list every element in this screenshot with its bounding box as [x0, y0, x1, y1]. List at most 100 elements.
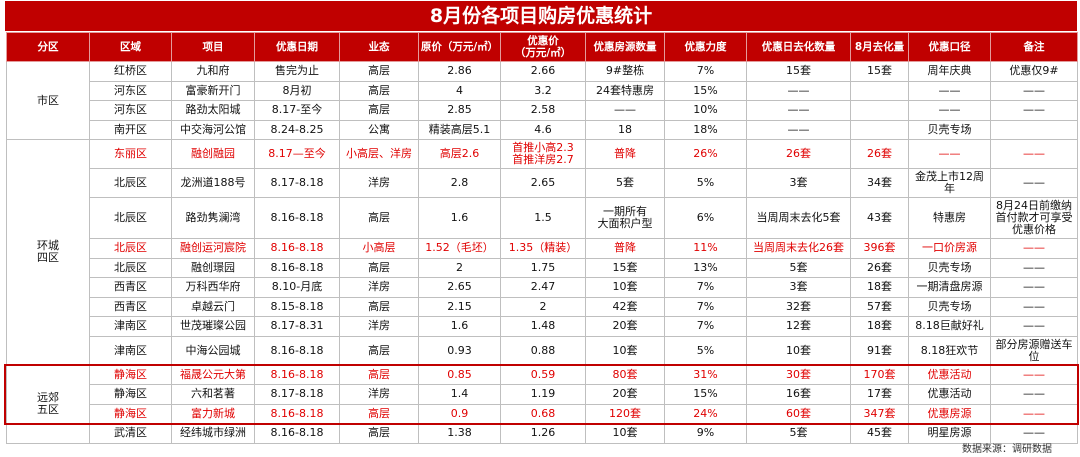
cell-discount-price: 1.19 — [500, 384, 586, 405]
cell-date: 8.17-8.18 — [254, 168, 340, 198]
cell-project: 九和府 — [171, 61, 255, 82]
cell-date: 8.16-8.18 — [254, 238, 340, 259]
cell-discount-rate: 7% — [664, 277, 747, 298]
cell-type: 洋房 — [339, 277, 419, 298]
cell-discount-rate: 24% — [664, 403, 747, 424]
cell-daily-sales: 30套 — [746, 364, 851, 385]
cell-discount-rate: 26% — [664, 139, 747, 169]
cell-district: 北辰区 — [89, 197, 172, 239]
cell-project: 中海公园城 — [171, 335, 255, 366]
cell-discount-scope: 8.18狂欢节 — [908, 335, 991, 366]
cell-original-price: 1.52（毛坯） — [418, 238, 501, 259]
cell-date: 8.16-8.18 — [254, 335, 340, 366]
cell-type: 小高层 — [339, 238, 419, 259]
cell-project: 融创运河宸院 — [171, 238, 255, 259]
zone-cell: 环城 四区 — [6, 139, 90, 366]
cell-august-sales: 170套 — [850, 364, 909, 385]
cell-discount-price: 1.26 — [500, 423, 586, 444]
cell-discount-rate: 15% — [664, 80, 747, 101]
cell-discount-rate: 6% — [664, 197, 747, 239]
cell-discount-price: 1.5 — [500, 197, 586, 239]
header-date: 优惠日期 — [254, 32, 340, 62]
cell-type: 洋房 — [339, 316, 419, 337]
cell-district: 西青区 — [89, 277, 172, 298]
cell-date: 8.15-8.18 — [254, 296, 340, 317]
cell-discount-scope: 优惠活动 — [908, 364, 991, 385]
header-original-price: 原价（万元/㎡） — [418, 32, 501, 62]
header-project: 项目 — [171, 32, 255, 62]
cell-remark: —— — [990, 139, 1078, 169]
cell-discount-rate: 5% — [664, 335, 747, 366]
cell-units: 10套 — [585, 277, 665, 298]
cell-daily-sales: 5套 — [746, 257, 851, 278]
header-daily-sales: 优惠日去化数量 — [746, 32, 851, 62]
cell-august-sales: 57套 — [850, 296, 909, 317]
cell-type: 洋房 — [339, 168, 419, 198]
cell-original-price: 0.9 — [418, 403, 501, 424]
table-row: 静海区 富力新城 8.16-8.18 高层 0.9 0.68 120套 24% 60套 347套优… — [7, 403, 1078, 424]
header-type: 业态 — [339, 32, 419, 62]
cell-date: 8.24-8.25 — [254, 119, 340, 140]
cell-daily-sales: 3套 — [746, 277, 851, 298]
cell-remark: 部分房源赠送车 位 — [990, 335, 1078, 366]
cell-remark — [990, 119, 1078, 140]
cell-district: 北辰区 — [89, 168, 172, 198]
cell-district: 河东区 — [89, 100, 172, 121]
header-district: 区域 — [89, 32, 172, 62]
table-row: 北辰区 路劲隽澜湾 8.16-8.18 高层 1.6 1.5 一期所有 大面积户型 6% 当周周… — [7, 197, 1078, 239]
cell-august-sales: 396套 — [850, 238, 909, 259]
table-row: 武清区 经纬城市绿洲 8.16-8.18 高层 1.38 1.26 10套 9% 5套 45套 明星… — [7, 423, 1078, 444]
cell-project: 福晟公元大第 — [171, 364, 255, 385]
cell-project: 万科西华府 — [171, 277, 255, 298]
discount-table: 分区 区域 项目 优惠日期 业态 原价（万元/㎡） 优惠价 （万元/㎡） 优惠房源数量 优惠力度… — [6, 32, 1078, 444]
cell-units: 18 — [585, 119, 665, 140]
header-discount-price: 优惠价 （万元/㎡） — [500, 32, 586, 62]
header-row: 分区 区域 项目 优惠日期 业态 原价（万元/㎡） 优惠价 （万元/㎡） 优惠房源数量 优惠力度… — [6, 32, 1078, 62]
cell-project: 富豪新开门 — [171, 80, 255, 101]
cell-units: 一期所有 大面积户型 — [585, 197, 665, 239]
cell-discount-scope: 贝壳专场 — [908, 257, 991, 278]
cell-district: 静海区 — [89, 364, 172, 385]
cell-discount-rate: 11% — [664, 238, 747, 259]
cell-daily-sales: 3套 — [746, 168, 851, 198]
cell-date: 8月初 — [254, 80, 340, 101]
cell-discount-scope: 贝壳专场 — [908, 296, 991, 317]
cell-discount-price: 0.59 — [500, 364, 586, 385]
cell-discount-rate: 18% — [664, 119, 747, 140]
cell-discount-scope: 特惠房 — [908, 197, 991, 239]
cell-date: 8.16-8.18 — [254, 257, 340, 278]
cell-daily-sales: 5套 — [746, 423, 851, 444]
cell-daily-sales: 10套 — [746, 335, 851, 366]
cell-discount-scope: —— — [908, 100, 991, 121]
cell-august-sales: 45套 — [850, 423, 909, 444]
cell-district: 红桥区 — [89, 61, 172, 82]
cell-type: 高层 — [339, 61, 419, 82]
cell-district: 北辰区 — [89, 238, 172, 259]
cell-remark: —— — [990, 238, 1078, 259]
cell-type: 高层 — [339, 80, 419, 101]
cell-discount-price: 1.35（精装） — [500, 238, 586, 259]
cell-date: 8.10-月底 — [254, 277, 340, 298]
cell-project: 富力新城 — [171, 403, 255, 424]
cell-date: 售完为止 — [254, 61, 340, 82]
cell-discount-scope: 一口价房源 — [908, 238, 991, 259]
cell-district: 河东区 — [89, 80, 172, 101]
cell-units: 10套 — [585, 423, 665, 444]
table-row: 河东区 富豪新开门 8月初 高层 4 3.2 24套特惠房 15% —— —— —— — [7, 80, 1078, 101]
cell-daily-sales: 当周周末去化5套 — [746, 197, 851, 239]
table-row: 远郊 五区 静海区 福晟公元大第 8.16-8.18 高层 0.85 0.59 80套 31% 3… — [6, 364, 1078, 444]
cell-date: 8.17-8.18 — [254, 384, 340, 405]
cell-discount-rate: 7% — [664, 316, 747, 337]
cell-discount-price: 4.6 — [500, 119, 586, 140]
cell-date: 8.16-8.18 — [254, 364, 340, 385]
cell-original-price: 0.85 — [418, 364, 501, 385]
cell-discount-price: 2.58 — [500, 100, 586, 121]
cell-remark: 优惠仅9# — [990, 61, 1078, 82]
cell-discount-scope: —— — [908, 80, 991, 101]
cell-remark: —— — [990, 296, 1078, 317]
cell-units: 24套特惠房 — [585, 80, 665, 101]
cell-daily-sales: —— — [746, 100, 851, 121]
cell-discount-scope: 8.18巨献好礼 — [908, 316, 991, 337]
table-row: 津南区 世茂璀璨公园 8.17-8.31 洋房 1.6 1.48 20套 7% 12套 18套 8.… — [7, 316, 1078, 337]
header-remark: 备注 — [990, 32, 1078, 62]
